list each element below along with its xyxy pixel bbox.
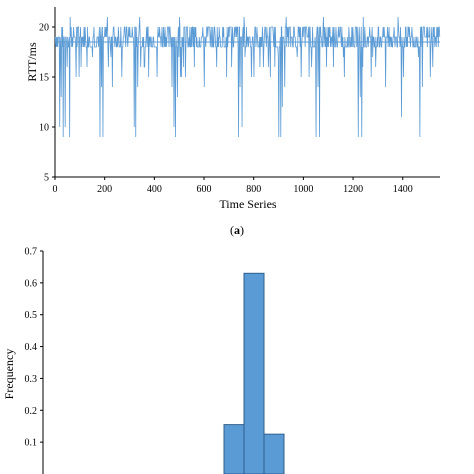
bar-y-tick-label: 0.6 — [25, 278, 38, 289]
line-y-axis-title: RTT/ms — [25, 42, 39, 82]
caption-open-paren: ( — [230, 223, 234, 237]
bar-y-tick-label: 0.1 — [25, 438, 38, 449]
bar-y-tick-label: 0.3 — [25, 374, 38, 385]
line-x-tick-label: 0 — [53, 184, 58, 195]
line-x-ticks: 0 200 400 600 800 1000 1200 1400 — [53, 177, 413, 195]
line-y-tick-label: 5 — [44, 173, 49, 184]
caption-close-paren: ) — [240, 223, 244, 237]
bar-y-tick-label: 0.2 — [25, 406, 38, 417]
subfigure-caption: (a) — [230, 223, 244, 237]
frequency-bar — [263, 433, 285, 474]
line-x-tick-label: 800 — [246, 184, 261, 195]
frequency-bar — [243, 272, 265, 474]
line-y-tick-label: 15 — [39, 73, 49, 84]
line-y-ticks: 5 10 15 20 — [39, 23, 55, 184]
bar-series — [223, 272, 285, 474]
rtt-line — [54, 16, 441, 138]
line-x-tick-label: 600 — [197, 184, 212, 195]
line-y-tick-label: 10 — [39, 123, 49, 134]
line-x-tick-label: 1400 — [393, 184, 413, 195]
frequency-bar-chart: 0.1 0.2 0.3 0.4 0.5 0.6 0.7 Frequency — [2, 247, 285, 474]
line-x-tick-label: 1200 — [343, 184, 363, 195]
svg-text:(a): (a) — [230, 223, 244, 237]
caption-letter: a — [234, 223, 240, 237]
line-x-tick-label: 200 — [97, 184, 112, 195]
bar-y-ticks: 0.1 0.2 0.3 0.4 0.5 0.6 0.7 — [25, 247, 43, 449]
line-x-tick-label: 400 — [147, 184, 162, 195]
bar-y-tick-label: 0.5 — [25, 310, 38, 321]
rtt-line-chart: 5 10 15 20 0 200 400 600 800 1000 1200 1400 RTT/ms… — [25, 7, 441, 211]
line-y-tick-label: 20 — [39, 23, 49, 34]
bar-y-tick-label: 0.7 — [25, 247, 38, 258]
line-x-axis-title: Time Series — [219, 197, 277, 211]
rtt-series — [54, 16, 441, 138]
frequency-bar — [223, 424, 245, 474]
bar-y-tick-label: 0.4 — [25, 342, 38, 353]
bar-y-axis-title: Frequency — [2, 349, 16, 400]
line-chart-axes — [54, 7, 440, 178]
line-x-tick-label: 1000 — [293, 184, 313, 195]
